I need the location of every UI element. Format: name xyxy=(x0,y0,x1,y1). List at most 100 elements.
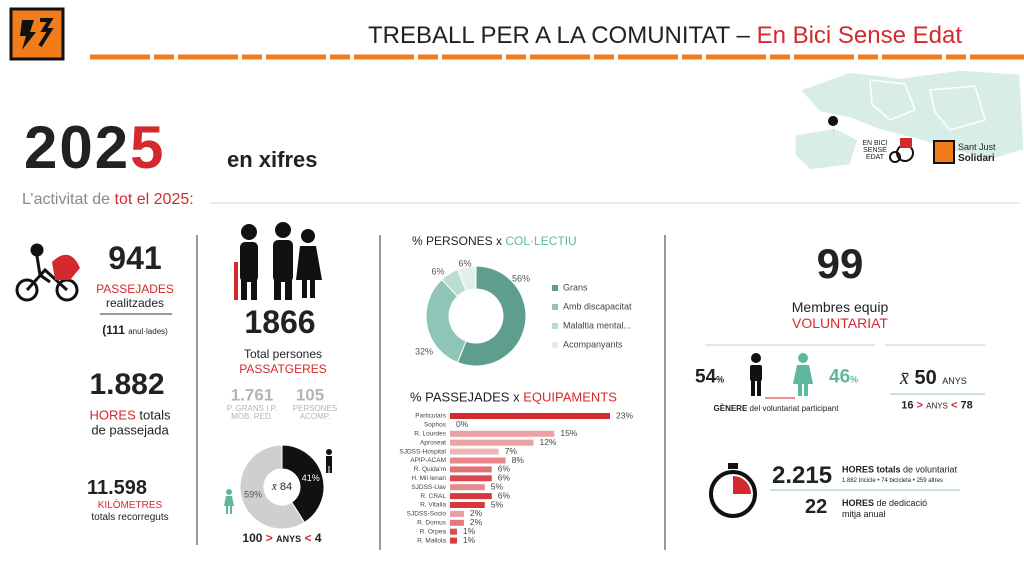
mean-age: x̄ 50 ANYS xyxy=(900,368,967,388)
passenger-age-range: 100 > ANYS < 4 xyxy=(242,532,321,544)
stopwatch-icon xyxy=(709,463,757,518)
bar xyxy=(450,537,457,544)
category-label: SJDSS-Socio xyxy=(407,511,447,518)
category-label: R. Lourdes xyxy=(414,431,447,438)
value-label: 5% xyxy=(491,499,504,509)
logo-mark xyxy=(38,18,54,48)
elderly-label: P. GRANS I P. MOB. RED. xyxy=(226,404,278,421)
value-label: 2% xyxy=(470,508,483,518)
donut-slice xyxy=(456,265,477,292)
mean-age-unit: ANYS xyxy=(942,376,967,386)
companions-label: PERSONES ACOMP. xyxy=(292,404,338,421)
chart-title-highlight: EQUIPAMENTS xyxy=(523,389,617,405)
man-icon xyxy=(750,353,762,396)
distance-label: KILÒMETRES xyxy=(97,500,163,511)
age-gt: > xyxy=(916,399,924,412)
hours-label-main: HORES totals xyxy=(842,464,901,475)
hours-label-rest: totals xyxy=(139,407,171,423)
bar xyxy=(450,484,485,491)
volunteers-label: Membres equip xyxy=(791,299,889,315)
map xyxy=(794,69,1024,171)
value-label: 56% xyxy=(512,273,530,283)
legend-swatch xyxy=(552,342,558,348)
value-label: 0% xyxy=(456,419,469,429)
intro-highlight: tot el 2025: xyxy=(114,191,194,208)
cancelled-label: anul·lades) xyxy=(128,327,168,336)
age-max: 78 xyxy=(960,399,973,412)
year-accent: 5 xyxy=(130,114,166,181)
gender-label-rest: del voluntariat participant xyxy=(749,404,839,413)
value-label: 1% xyxy=(463,535,476,545)
category-label: APIP-ACAM xyxy=(410,457,446,464)
hours-label-rest: de voluntariat xyxy=(903,464,958,475)
chart-title-main: % PERSONES x xyxy=(412,234,503,248)
legend-label: Malaltia mental... xyxy=(563,320,631,330)
men-unit: % xyxy=(716,374,725,385)
woman-icon xyxy=(224,489,234,514)
category-label: Aproseat xyxy=(420,439,446,446)
bar xyxy=(450,502,485,508)
value-label: 59% xyxy=(244,490,262,500)
value-label: 6% xyxy=(458,258,471,268)
man-icon xyxy=(326,449,332,473)
value-label: 7% xyxy=(505,446,518,456)
age-label: ANYS xyxy=(926,401,948,411)
value-label: 8% xyxy=(512,455,525,465)
avg-label-rest: de dedicació mitja anual xyxy=(842,498,928,519)
category-label: R. Domus xyxy=(417,520,447,527)
bar xyxy=(450,439,534,446)
chart-title-highlight: COL·LECTIU xyxy=(505,234,577,248)
logo-text: Sant Just xyxy=(958,142,996,152)
age-min: 16 xyxy=(901,399,914,412)
age-lt: < xyxy=(950,399,958,412)
logo-box xyxy=(9,7,65,61)
bar xyxy=(450,466,492,473)
age-lt: < xyxy=(304,531,312,545)
title: TREBALL PER A LA COMUNITAT – xyxy=(367,22,750,49)
hours-breakdown: 1.882 tricicle • 74 bicicleta • 259 altr… xyxy=(842,478,943,484)
men-share: 54% xyxy=(695,368,724,387)
intro-text: L’activitat de xyxy=(22,191,111,208)
value-label: 6% xyxy=(431,266,444,276)
value-label: 5% xyxy=(491,481,504,491)
intro: L’activitat de tot el 2025: xyxy=(22,192,194,208)
value-label: 6% xyxy=(498,490,511,500)
category-label: R. CRAL xyxy=(420,493,446,500)
passengers-total: 1866 xyxy=(244,304,316,340)
bar xyxy=(450,510,464,517)
volunteer-age-range: 16 > ANYS < 78 xyxy=(901,399,973,412)
people-icon xyxy=(240,222,322,300)
volunteers-total: 99 xyxy=(816,240,864,287)
legend-swatch xyxy=(552,304,558,310)
hours-sublabel: de passejada xyxy=(91,422,169,438)
category-label: Particulars xyxy=(415,413,446,420)
avg-label-main: HORES xyxy=(842,498,875,508)
women-share: 46% xyxy=(829,368,858,387)
value-label: 6% xyxy=(498,473,511,483)
gender-label: GÈNERE del voluntariat participant xyxy=(714,405,839,413)
donut-slice xyxy=(239,444,306,530)
bar xyxy=(450,493,492,500)
bar xyxy=(450,430,555,437)
elderly-total: 1.761 xyxy=(230,385,274,405)
legend-label: Acompanyants xyxy=(563,339,623,349)
chart-title-main: % PASSEJADES x xyxy=(410,389,520,405)
category-label: R. Mallola xyxy=(417,537,446,544)
tagline: en xifres xyxy=(227,147,318,172)
category-label: SJDSS-Uav xyxy=(411,484,446,491)
value-label: 23% xyxy=(616,410,633,420)
rides-label: PASSEJADES xyxy=(96,282,174,296)
hours-label-main: HORES xyxy=(89,407,136,423)
category-label: R. Vitalia xyxy=(420,502,446,509)
bar xyxy=(450,413,610,419)
rides-cancelled: (111 anul·lades) xyxy=(102,324,168,336)
donut-slice xyxy=(425,278,467,364)
year: 2025 xyxy=(24,118,165,178)
title-highlight: En Bici Sense Edat xyxy=(756,22,963,49)
logo-icon xyxy=(889,151,901,163)
hours-label: HORES totals xyxy=(90,409,171,422)
mean-age-value: 50 xyxy=(914,367,937,389)
bar xyxy=(450,448,499,455)
men-value: 54 xyxy=(695,366,717,388)
